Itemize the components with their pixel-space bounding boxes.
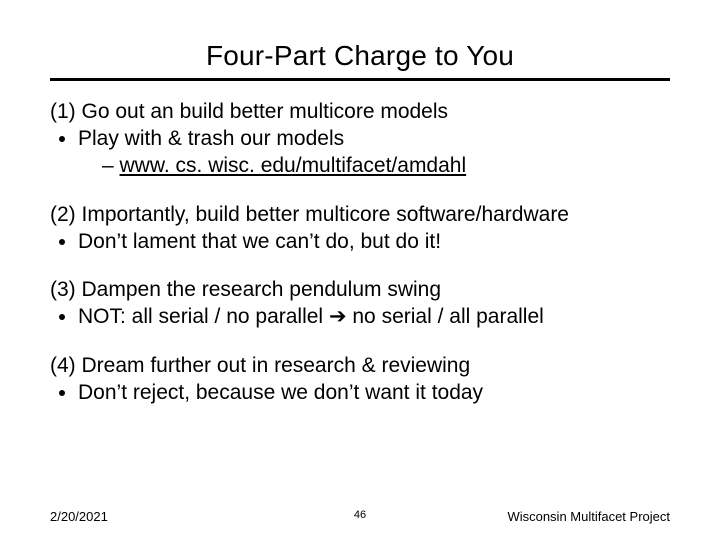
block-2: (2) Importantly, build better multicore … — [50, 202, 670, 256]
footer-project: Wisconsin Multifacet Project — [507, 509, 670, 524]
block-4-lead: (4) Dream further out in research & revi… — [50, 353, 670, 380]
block-2-bullet-text: Don’t lament that we can’t do, but do it… — [78, 230, 441, 253]
block-1-lead: (1) Go out an build better multicore mod… — [50, 99, 670, 126]
footer-page-number: 46 — [354, 509, 366, 521]
block-2-bullet: Don’t lament that we can’t do, but do it… — [78, 229, 670, 256]
block-1-sub: www. cs. wisc. edu/multifacet/amdahl — [102, 153, 670, 180]
block-4: (4) Dream further out in research & revi… — [50, 353, 670, 407]
slide: Four-Part Charge to You (1) Go out an bu… — [0, 0, 720, 540]
slide-footer: 2/20/2021 46 Wisconsin Multifacet Projec… — [50, 509, 670, 524]
block-1-bullet-text: Play with & trash our models — [78, 127, 344, 150]
title-rule — [50, 78, 670, 81]
footer-date: 2/20/2021 — [50, 509, 108, 524]
block-4-bullet-text: Don’t reject, because we don’t want it t… — [78, 381, 483, 404]
block-2-list: Don’t lament that we can’t do, but do it… — [50, 229, 670, 256]
block-1-bullet: Play with & trash our models www. cs. wi… — [78, 126, 670, 180]
block-1: (1) Go out an build better multicore mod… — [50, 99, 670, 180]
slide-body: (1) Go out an build better multicore mod… — [50, 99, 670, 407]
block-3-bullet-post: no serial / all parallel — [347, 305, 544, 328]
block-4-list: Don’t reject, because we don’t want it t… — [50, 380, 670, 407]
block-1-sub-link: www. cs. wisc. edu/multifacet/amdahl — [120, 154, 467, 177]
block-1-list: Play with & trash our models www. cs. wi… — [50, 126, 670, 180]
arrow-icon: ➔ — [329, 305, 347, 328]
block-4-bullet: Don’t reject, because we don’t want it t… — [78, 380, 670, 407]
block-3-bullet: NOT: all serial / no parallel ➔ no seria… — [78, 304, 670, 331]
block-1-sublist: www. cs. wisc. edu/multifacet/amdahl — [78, 153, 670, 180]
title-wrap: Four-Part Charge to You — [50, 40, 670, 72]
block-2-lead: (2) Importantly, build better multicore … — [50, 202, 670, 229]
slide-title: Four-Part Charge to You — [206, 40, 514, 72]
block-3-list: NOT: all serial / no parallel ➔ no seria… — [50, 304, 670, 331]
block-3: (3) Dampen the research pendulum swing N… — [50, 277, 670, 331]
block-3-bullet-pre: NOT: all serial / no parallel — [78, 305, 329, 328]
block-3-lead: (3) Dampen the research pendulum swing — [50, 277, 670, 304]
